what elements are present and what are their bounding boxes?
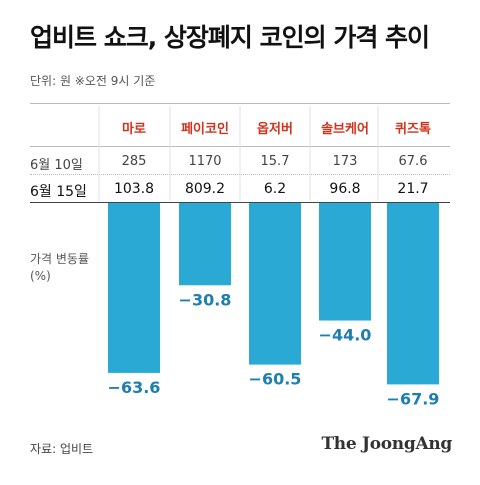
- price-jun15-cell: 103.8: [113, 181, 155, 197]
- bar-value-label: −30.8: [179, 290, 232, 309]
- brand-logo: The JoongAng: [321, 434, 452, 454]
- bar-value-label: −63.6: [108, 378, 161, 397]
- price-jun10-cell: 173: [332, 154, 358, 169]
- row-label-jun10: 6월 10일: [30, 158, 83, 173]
- coin-name-header: 페이코인: [181, 122, 229, 137]
- bar-value-label: −44.0: [319, 326, 372, 345]
- y-axis-label: 가격 변동률 (%): [30, 251, 89, 285]
- price-jun10-cell: 67.6: [398, 154, 428, 169]
- y-axis-label-line-1: 가격 변동률: [30, 252, 90, 266]
- bar-value-label: −67.9: [387, 389, 440, 408]
- coin-name-header: 퀴즈톡: [395, 122, 431, 137]
- price-jun15-cell: 6.2: [263, 181, 287, 197]
- unit-note: 단위: 원 ※오전 9시 기준: [30, 74, 156, 88]
- price-jun15-cell: 809.2: [184, 181, 226, 197]
- coin-name-header: 마로: [122, 122, 146, 137]
- chart-title: 업비트 쇼크, 상장폐지 코인의 가격 추이: [30, 23, 430, 52]
- source-note: 자료: 업비트: [30, 442, 94, 456]
- price-jun10-cell: 1170: [188, 154, 222, 169]
- price-jun15-cell: 21.7: [397, 181, 429, 197]
- bar-2: [179, 203, 231, 286]
- bar-3: [249, 203, 301, 365]
- table-top-rule: [30, 103, 450, 104]
- coin-name-header: 옵저버: [257, 122, 293, 137]
- baseline-rule: [30, 202, 450, 203]
- y-axis-label-line-2: (%): [30, 269, 51, 283]
- bar-5: [387, 203, 439, 385]
- row-label-jun15: 6월 15일: [30, 184, 87, 200]
- bar-1: [108, 203, 160, 373]
- price-jun10-cell: 15.7: [260, 154, 290, 169]
- price-jun15-cell: 96.8: [329, 181, 361, 197]
- price-jun10-cell: 285: [121, 154, 147, 169]
- bar-value-label: −60.5: [249, 370, 302, 389]
- coin-name-header: 솔브케어: [321, 122, 369, 137]
- bar-4: [319, 203, 371, 321]
